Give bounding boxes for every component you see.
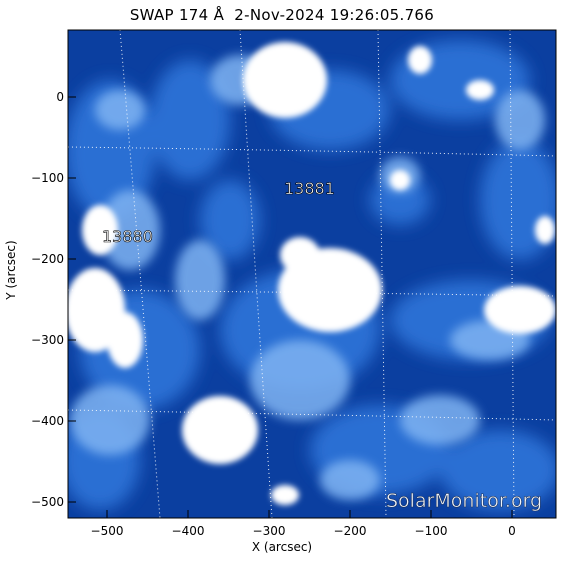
plot-frame — [67, 29, 557, 519]
x-axis-label: X (arcsec) — [251, 540, 313, 554]
y-axis-label: Y (arcsec) — [4, 240, 18, 300]
y-tick-label: −300 — [31, 333, 64, 347]
y-tick-label: −500 — [31, 495, 64, 509]
y-tick-label: −100 — [31, 171, 64, 185]
euv-image — [68, 30, 556, 518]
axis-ticks — [68, 96, 513, 518]
x-tick-label: 0 — [508, 524, 516, 538]
y-tick-label: −400 — [31, 414, 64, 428]
active-region-label: 13880 — [102, 227, 153, 246]
watermark: SolarMonitor.org — [386, 490, 542, 512]
x-tick-label: −400 — [171, 524, 205, 538]
active-region-label: 13881 — [284, 179, 335, 198]
x-tick-label: −300 — [252, 524, 286, 538]
y-tick-label: 0 — [56, 90, 64, 104]
x-tick-label: −200 — [333, 524, 367, 538]
heliographic-grid — [68, 30, 556, 518]
y-tick-label: −200 — [31, 252, 64, 266]
x-tick-label: −100 — [414, 524, 448, 538]
x-tick-label: −500 — [90, 524, 124, 538]
image-title: SWAP 174 Å 2-Nov-2024 19:26:05.766 — [129, 6, 435, 24]
